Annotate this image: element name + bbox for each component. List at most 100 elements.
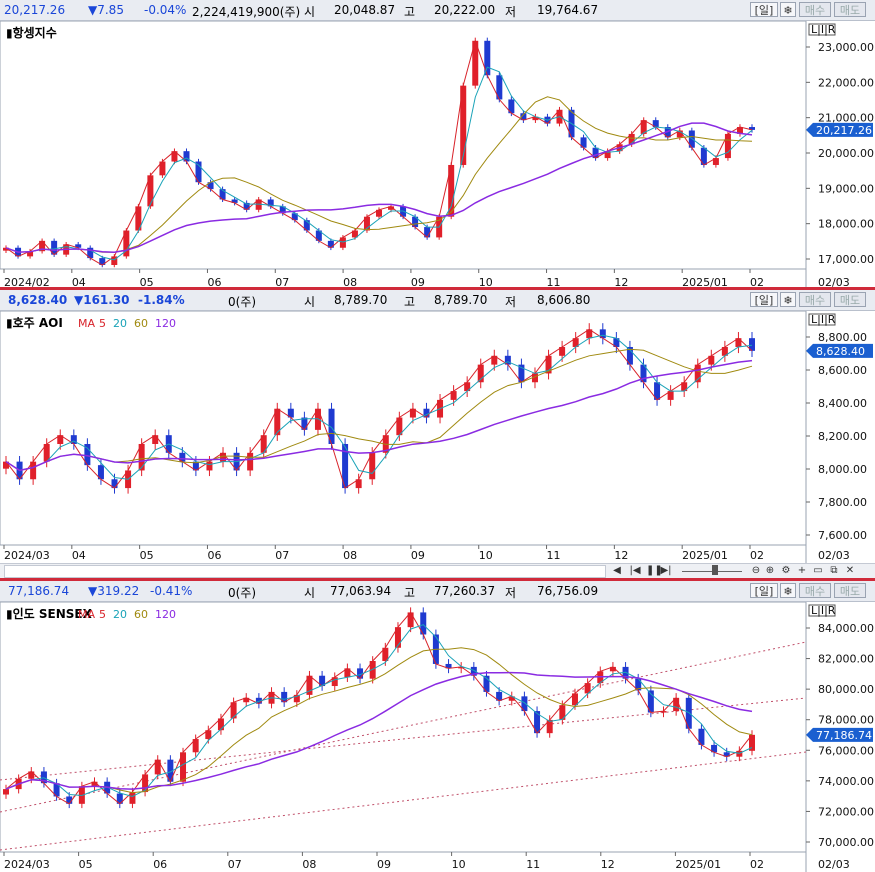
x-tick-label: 2024/03 xyxy=(4,549,50,562)
buy-button[interactable]: 매수 xyxy=(799,583,831,598)
plot-frame xyxy=(0,311,807,546)
candle xyxy=(159,161,166,176)
volume: 2,224,419,900(주) xyxy=(192,5,301,19)
y-tick-label: 8,000.00 xyxy=(818,463,867,476)
pause-icon[interactable]: ❚❚ xyxy=(646,565,663,576)
window-icon[interactable]: ▭ xyxy=(813,565,823,576)
scroll-left-icon[interactable]: ◀ xyxy=(613,565,621,576)
ma-20-line xyxy=(5,334,753,480)
y-tick-label: 7,600.00 xyxy=(818,529,867,542)
gear-icon[interactable]: ⚙ xyxy=(781,565,791,576)
sell-button[interactable]: 매도 xyxy=(834,292,866,307)
y-tick-label: 74,000.00 xyxy=(818,775,874,788)
lir-label: L|I|R xyxy=(811,604,836,617)
x-tick-label: 02/03 xyxy=(818,858,850,871)
candle xyxy=(255,697,262,704)
x-tick-label: 06 xyxy=(153,858,167,871)
candle xyxy=(135,206,142,231)
candle xyxy=(504,355,511,365)
candle xyxy=(508,696,515,701)
zoom-slider-handle[interactable] xyxy=(712,565,718,575)
add-icon[interactable]: + xyxy=(797,565,807,576)
candle xyxy=(592,147,599,159)
candle xyxy=(154,759,161,775)
chart-scrollbar[interactable]: ◀ |◀ ❚❚ ▶| ⊖ ⊕ ⚙ + ▭ ⧉ ✕ xyxy=(0,563,875,580)
candle xyxy=(654,382,661,400)
candle xyxy=(584,683,591,694)
candle xyxy=(396,417,403,436)
y-tick-label: 22,000.00 xyxy=(818,76,874,89)
settings-icon[interactable]: ❄ xyxy=(780,292,796,307)
candle xyxy=(171,151,178,162)
candle xyxy=(609,666,616,672)
sell-button[interactable]: 매도 xyxy=(834,2,866,17)
x-tick-label: 07 xyxy=(228,858,242,871)
candle xyxy=(99,258,106,265)
settings-icon[interactable]: ❄ xyxy=(780,2,796,17)
buy-button[interactable]: 매수 xyxy=(799,292,831,307)
period-day-button[interactable]: [일] xyxy=(750,2,778,17)
last-icon[interactable]: ▶| xyxy=(660,565,672,576)
settings-icon[interactable]: ❄ xyxy=(780,583,796,598)
plot-area-aoi[interactable]: 8,800.00 8,600.00 8,400.00 8,200.00 8,000.00… xyxy=(0,311,875,563)
chart-title: ▮인도 SENSEX xyxy=(6,606,93,621)
candle xyxy=(138,443,145,471)
ma-legend-item: 120 xyxy=(155,317,176,330)
candle xyxy=(351,230,358,238)
plot-area-hsi[interactable]: 23,000.00 22,000.00 21,000.00 20,000.00 19,0… xyxy=(0,21,875,290)
candle xyxy=(420,612,427,635)
candle xyxy=(53,783,60,797)
candle xyxy=(736,127,743,134)
x-tick-label: 06 xyxy=(207,276,221,289)
close-icon[interactable]: ✕ xyxy=(845,565,855,576)
current-price-label: 77,186.74 xyxy=(816,729,872,742)
candle xyxy=(306,675,313,695)
candle xyxy=(147,175,154,207)
candle xyxy=(521,696,528,712)
candle xyxy=(243,202,250,210)
zoom-in-icon[interactable]: ⊕ xyxy=(765,565,775,576)
candle xyxy=(518,364,525,383)
x-tick-label: 07 xyxy=(275,276,289,289)
high-value: 77,260.37 xyxy=(434,584,496,598)
zoom-out-icon[interactable]: ⊖ xyxy=(751,565,761,576)
y-tick-label: 18,000.00 xyxy=(818,218,874,231)
ma-120-line xyxy=(5,359,753,472)
plot-area-sensex[interactable]: 84,000.00 82,000.00 80,000.00 78,000.00 76,0… xyxy=(0,602,875,872)
candle xyxy=(3,789,9,795)
candle xyxy=(315,230,322,241)
scroll-track[interactable] xyxy=(4,565,606,578)
candle xyxy=(357,668,364,679)
buy-button[interactable]: 매수 xyxy=(799,2,831,17)
candle xyxy=(39,240,46,252)
candle xyxy=(152,435,159,444)
change: ▼7.85 xyxy=(88,3,124,17)
candle xyxy=(673,697,680,712)
sell-button[interactable]: 매도 xyxy=(834,583,866,598)
candle xyxy=(458,666,465,669)
x-tick-label: 2025/01 xyxy=(682,276,728,289)
candle xyxy=(626,346,633,365)
candle xyxy=(355,479,362,489)
copy-icon[interactable]: ⧉ xyxy=(830,565,838,576)
candle xyxy=(111,256,118,265)
period-day-button[interactable]: [일] xyxy=(750,292,778,307)
candle xyxy=(667,391,674,400)
candle xyxy=(129,792,136,804)
candle xyxy=(681,382,688,392)
period-day-button[interactable]: [일] xyxy=(750,583,778,598)
candle xyxy=(546,719,553,734)
low-label: 저 xyxy=(505,586,517,600)
candle xyxy=(520,113,527,121)
y-tick-label: 8,400.00 xyxy=(818,397,867,410)
x-tick-label: 05 xyxy=(140,549,154,562)
candle xyxy=(287,408,294,418)
candle xyxy=(534,711,541,734)
change-pct: -0.04% xyxy=(144,3,187,17)
candle xyxy=(640,364,647,383)
candle xyxy=(116,793,123,804)
candle xyxy=(243,697,250,703)
first-icon[interactable]: |◀ xyxy=(629,565,641,576)
x-tick-label: 02 xyxy=(750,276,764,289)
candle xyxy=(445,663,452,669)
